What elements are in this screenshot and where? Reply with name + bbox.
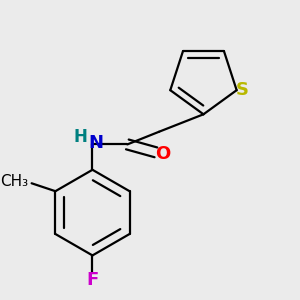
Text: F: F bbox=[86, 271, 99, 289]
Text: N: N bbox=[88, 134, 103, 152]
Text: H: H bbox=[74, 128, 87, 146]
Text: CH₃: CH₃ bbox=[0, 174, 28, 189]
Text: S: S bbox=[236, 81, 249, 99]
Text: O: O bbox=[155, 145, 170, 163]
